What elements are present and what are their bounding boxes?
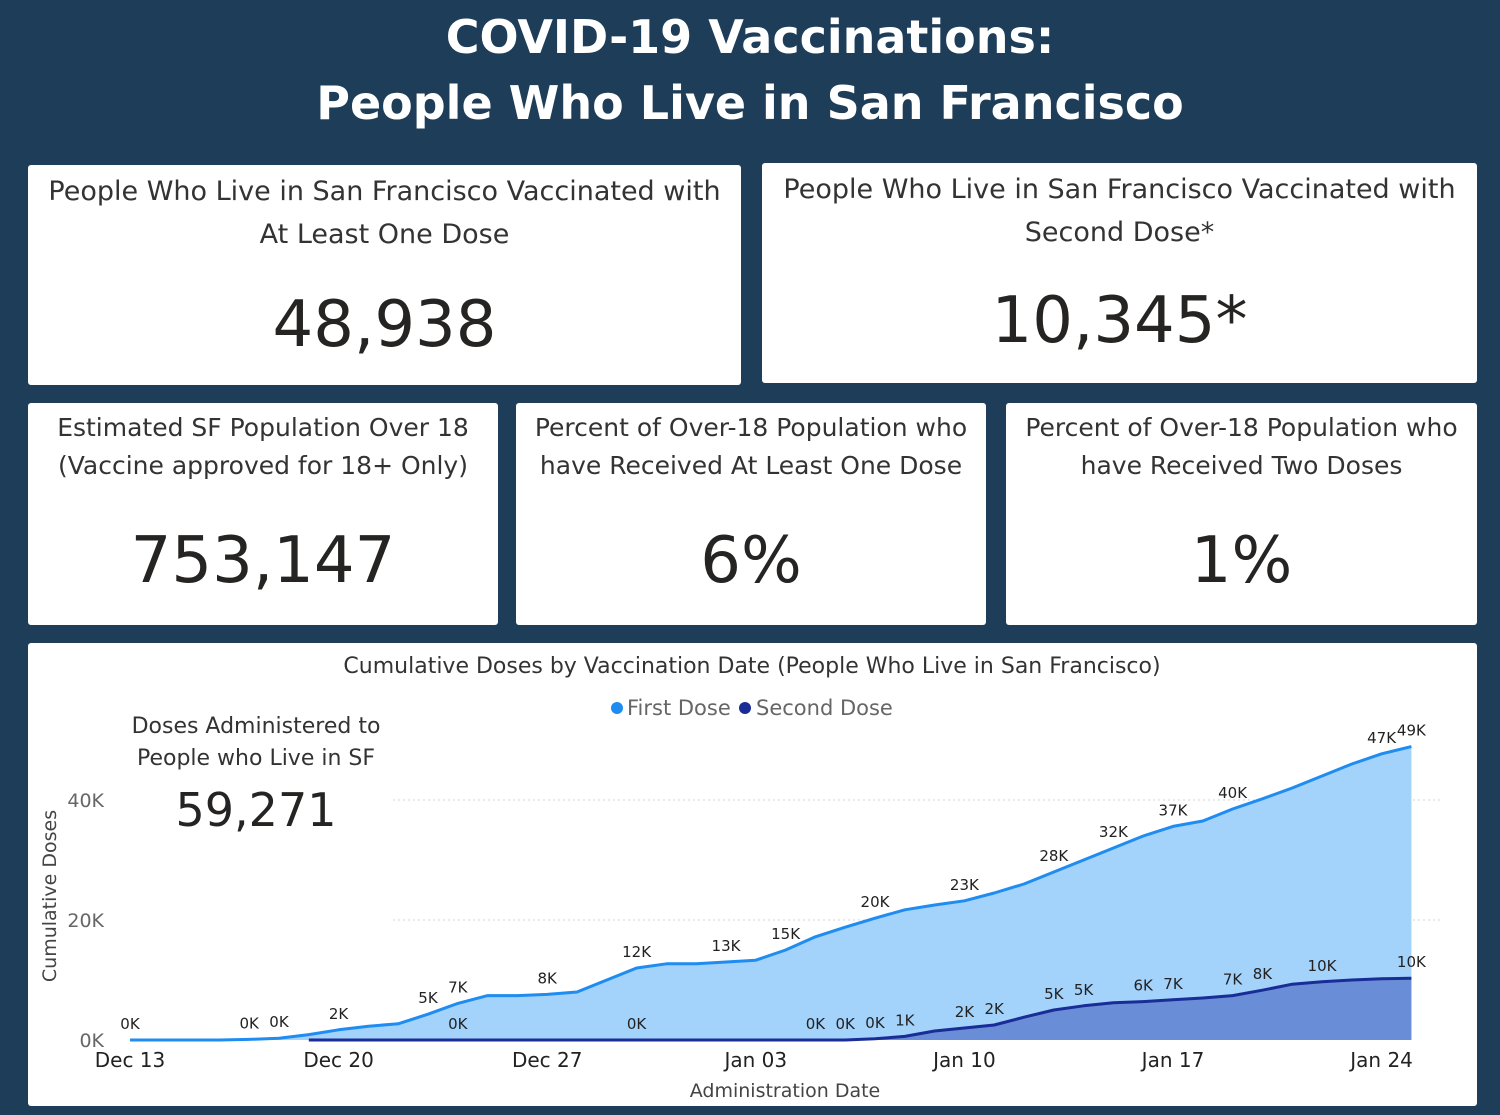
first-dose-data-label: 13K (712, 937, 742, 955)
x-axis-title: Administration Date (690, 1080, 880, 1102)
second-dose-area (308, 978, 1412, 1040)
second-dose-data-label: 10K (1397, 953, 1427, 971)
first-dose-data-label: 20K (861, 893, 891, 911)
card-one-dose-title-line-1: People Who Live in San Francisco Vaccina… (48, 176, 721, 207)
second-dose-data-label: 0K (806, 1015, 827, 1033)
legend-first-dose-label[interactable]: First Dose (627, 696, 731, 720)
data-labels: 0K 0K 0K 2K 5K 7K 8K 12K 13K 15K 20K 23K 28K 32K 37K 40… (120, 722, 1427, 1033)
doses-administered-value: 59,271 (176, 783, 337, 837)
y-axis-ticks: 0K 20K 40K (67, 790, 104, 1052)
chart-title: Cumulative Doses by Vaccination Date (Pe… (343, 654, 1160, 679)
first-dose-data-label: 0K (240, 1014, 261, 1032)
second-dose-data-label: 0K (836, 1015, 857, 1033)
title-line-2: People Who Live in San Francisco (316, 76, 1184, 130)
card-population-value: 753,147 (130, 524, 396, 598)
x-tick-label-dec-27: Dec 27 (512, 1048, 583, 1072)
legend: First Dose Second Dose (611, 696, 893, 720)
first-dose-data-label: 32K (1099, 823, 1129, 841)
first-dose-data-label: 8K (538, 969, 559, 987)
card-pct-two-title-line-1: Percent of Over-18 Population who (1025, 413, 1458, 442)
card-population-title-line-2: (Vaccine approved for 18+ Only) (58, 451, 468, 480)
second-dose-data-label: 7K (1163, 975, 1184, 993)
cumulative-doses-chart: Cumulative Doses by Vaccination Date (Pe… (39, 654, 1442, 1102)
doses-administered-label-line-1: Doses Administered to (132, 714, 381, 739)
first-dose-data-label: 37K (1159, 801, 1189, 819)
card-pct-two-title-line-2: have Received Two Doses (1080, 451, 1403, 480)
chart-areas (130, 746, 1412, 1040)
first-dose-data-label: 49K (1397, 722, 1427, 740)
second-dose-data-label: 7K (1223, 971, 1244, 989)
second-dose-data-label: 6K (1134, 977, 1155, 995)
card-pct-one-value: 6% (700, 524, 802, 598)
y-tick-label-40K: 40K (67, 790, 104, 812)
card-population: Estimated SF Population Over 18 (Vaccine… (28, 403, 498, 625)
chart-lines (130, 745, 1412, 1042)
first-dose-data-label: 12K (622, 943, 652, 961)
legend-first-dose-marker (611, 702, 623, 714)
first-dose-data-label: 5K (418, 989, 439, 1007)
first-dose-data-label: 0K (269, 1013, 290, 1031)
first-dose-data-label: 28K (1039, 847, 1069, 865)
x-tick-label-jan-24: Jan 24 (1348, 1048, 1413, 1072)
first-dose-data-label: 40K (1218, 784, 1248, 802)
card-one-dose-title-line-2: At Least One Dose (259, 219, 510, 250)
second-dose-data-label: 2K (955, 1003, 976, 1021)
card-population-title-line-1: Estimated SF Population Over 18 (57, 413, 469, 442)
card-pct-one-dose: Percent of Over-18 Population who have R… (516, 403, 986, 625)
card-pct-one-title-line-2: have Received At Least One Dose (539, 451, 963, 480)
first-dose-data-label: 7K (448, 978, 469, 996)
x-axis-ticks: Dec 13 Dec 20 Dec 27 Jan 03 Jan 10 Jan 17 Jan … (95, 1048, 1413, 1072)
card-pct-two-value: 1% (1190, 524, 1293, 598)
title-line-1: COVID-19 Vaccinations: (445, 10, 1055, 64)
x-tick-label-jan-03: Jan 03 (722, 1048, 787, 1072)
second-dose-data-label: 10K (1308, 957, 1338, 975)
second-dose-data-label: 5K (1044, 985, 1065, 1003)
legend-second-dose-marker (739, 702, 751, 714)
second-dose-data-label: 0K (627, 1015, 648, 1033)
card-second-dose-value: 10,345* (991, 284, 1248, 358)
x-tick-label-jan-10: Jan 10 (931, 1048, 996, 1072)
first-dose-data-label: 15K (771, 925, 801, 943)
card-pct-one-title-line-1: Percent of Over-18 Population who (534, 413, 968, 442)
chart-card: Cumulative Doses by Vaccination Date (Pe… (28, 643, 1477, 1106)
second-dose-data-label: 0K (865, 1014, 886, 1032)
second-dose-data-label: 8K (1253, 965, 1274, 983)
y-tick-label-20K: 20K (67, 910, 104, 932)
first-dose-area (130, 746, 1412, 1040)
second-dose-data-label: 0K (448, 1015, 469, 1033)
second-dose-line (308, 976, 1412, 1042)
first-dose-data-label: 0K (120, 1015, 141, 1033)
first-dose-data-label: 47K (1367, 729, 1397, 747)
second-dose-data-label: 1K (895, 1011, 916, 1029)
second-dose-data-label: 2K (985, 1000, 1006, 1018)
card-one-dose-value: 48,938 (272, 288, 497, 362)
doses-administered-label-line-2: People who Live in SF (137, 746, 375, 771)
first-dose-data-label: 2K (329, 1005, 350, 1023)
card-one-dose: People Who Live in San Francisco Vaccina… (28, 165, 741, 385)
card-second-dose-title-line-2: Second Dose* (1024, 217, 1215, 248)
first-dose-line (130, 745, 1412, 1042)
legend-second-dose-label[interactable]: Second Dose (756, 696, 893, 720)
x-tick-label-dec-13: Dec 13 (95, 1048, 166, 1072)
y-tick-label-0K: 0K (79, 1030, 104, 1052)
y-axis-title: Cumulative Doses (39, 810, 61, 982)
x-tick-label-dec-20: Dec 20 (303, 1048, 374, 1072)
card-second-dose-title-line-1: People Who Live in San Francisco Vaccina… (783, 174, 1456, 205)
x-tick-label-jan-17: Jan 17 (1140, 1048, 1205, 1072)
card-second-dose: People Who Live in San Francisco Vaccina… (762, 163, 1477, 383)
first-dose-data-label: 23K (950, 876, 980, 894)
second-dose-data-label: 5K (1074, 981, 1095, 999)
card-pct-two-doses: Percent of Over-18 Population who have R… (1006, 403, 1477, 625)
